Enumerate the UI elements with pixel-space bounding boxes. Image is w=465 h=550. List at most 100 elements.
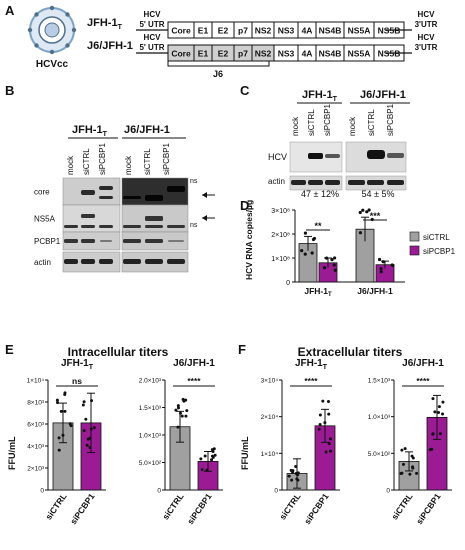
y-tick-label: 6×10³ [27, 422, 45, 429]
significance-label: **** [416, 376, 430, 386]
x-tick-label: siCTRL [277, 491, 302, 521]
data-point [84, 417, 88, 421]
data-point [437, 410, 441, 414]
data-point [324, 256, 329, 260]
data-point [82, 429, 86, 433]
data-point [433, 410, 437, 414]
significance-label: **** [187, 376, 201, 386]
blot-band [145, 259, 163, 264]
j6-bracket [167, 61, 270, 67]
gene-label: NS5A [348, 26, 371, 36]
data-point [430, 447, 434, 451]
gene-label: NS3 [278, 26, 295, 36]
blot-band [367, 150, 385, 159]
data-point [200, 468, 204, 472]
data-point [317, 427, 321, 431]
data-point [294, 471, 298, 475]
y-tick-label: 0 [386, 488, 390, 495]
lane-label: siCTRL [367, 109, 376, 136]
gene-label: E2 [218, 26, 229, 36]
data-point [287, 474, 291, 478]
y-tick-label: 0 [157, 488, 161, 495]
lane-label: siPCBP1 [323, 103, 332, 136]
gene-label: NS4B [319, 49, 342, 59]
gene-label: Core [171, 26, 191, 36]
y-tick-label: 0 [40, 488, 44, 495]
data-point [328, 437, 332, 441]
blot-band [81, 239, 95, 243]
x-tick-label: siPCBP1 [185, 491, 214, 526]
blot-band [123, 196, 141, 199]
significance-label: *** [370, 211, 381, 221]
data-point [59, 409, 63, 413]
x-tick-label: siCTRL [160, 491, 185, 521]
data-point [311, 237, 316, 242]
data-point [213, 453, 217, 457]
data-point [174, 408, 178, 412]
y-tick-label: 1.0×10³ [139, 433, 162, 440]
y-tick-label: 1.5×10³ [139, 405, 162, 412]
y-tick-label: 5.0×10² [139, 460, 162, 467]
blot-band [387, 153, 404, 158]
blot-band [99, 225, 113, 228]
data-point [180, 414, 184, 418]
row-label: actin [34, 258, 51, 267]
y-tick-label: 1.5×10³ [368, 378, 391, 385]
data-point [303, 252, 307, 256]
data-point [324, 450, 328, 454]
y-tick-label: 5.0×10² [368, 451, 391, 458]
y-tick-label: 1×10⁴ [261, 451, 279, 458]
x-tick-label: siPCBP1 [68, 491, 97, 526]
data-point [211, 455, 215, 459]
row-label: HCV [268, 152, 287, 162]
data-point [415, 471, 419, 475]
data-point [399, 472, 403, 476]
gene-label: NS2 [255, 26, 272, 36]
blot-c-lane-labels: mock siCTRL siPCBP1 mock siCTRL siPCBP1 [291, 103, 395, 136]
blot-band [325, 180, 340, 185]
data-point [199, 457, 203, 461]
y-axis-label: FFU/mL [240, 436, 250, 470]
lane-label: mock [348, 116, 357, 136]
lane-label: siCTRL [307, 109, 316, 136]
data-point [86, 437, 90, 441]
y-tick-label: 8×10³ [27, 400, 45, 407]
blot-band [145, 195, 163, 201]
data-point [61, 433, 65, 437]
blot-band [100, 240, 112, 242]
chart-title: J6/JFH-1 [402, 358, 444, 369]
utr3-label: HCV [418, 33, 436, 42]
data-point [361, 208, 365, 212]
blot-band [123, 259, 141, 264]
y-tick-label: 2.0×10³ [139, 378, 162, 385]
data-point [92, 426, 96, 430]
blot-b-group1: JFH-1T [72, 124, 108, 138]
blot-band [99, 186, 113, 190]
data-point [365, 210, 369, 214]
y-tick-label: 0 [286, 280, 290, 287]
lane-label: mock [124, 155, 133, 175]
gene-label: E1 [198, 26, 209, 36]
y-tick-label: 2×10⁸ [271, 232, 290, 239]
x-tick-label: siPCBP1 [302, 491, 331, 526]
gene-label: NS5A [348, 49, 371, 59]
panel-letter-c: C [240, 83, 250, 98]
data-point [441, 412, 445, 416]
blot-c-quant-2: 54 ± 5% [362, 189, 395, 199]
blot-band [387, 180, 404, 185]
gene-label: E1 [198, 49, 209, 59]
y-tick-label: 1×10⁸ [271, 256, 290, 263]
data-point [56, 401, 60, 405]
utr3-label-2: 3'UTR [415, 20, 438, 29]
legend-swatch [409, 245, 420, 256]
row-label: actin [268, 177, 285, 186]
significance-label: ns [72, 376, 82, 386]
data-point [367, 208, 371, 212]
gene-label: 4A [302, 26, 313, 36]
row-label: PCBP1 [34, 237, 61, 246]
blot-band [167, 225, 185, 228]
data-point [90, 399, 94, 403]
blot-c-group2: J6/JFH-1 [360, 89, 406, 101]
data-point [379, 270, 383, 274]
